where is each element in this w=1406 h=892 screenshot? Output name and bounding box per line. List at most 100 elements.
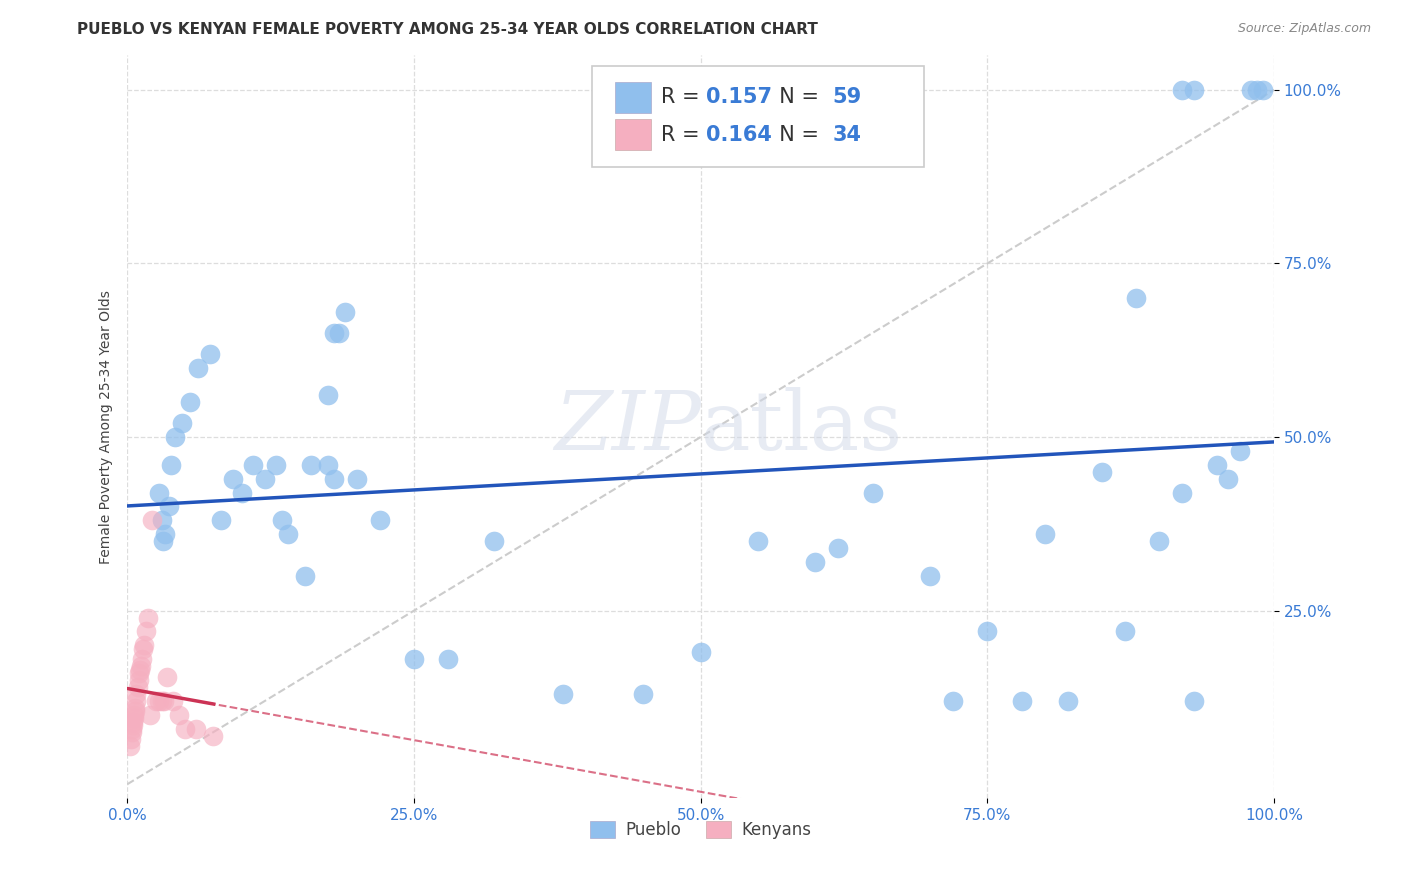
Text: atlas: atlas [700, 386, 903, 467]
Point [346, 472, 368, 486]
Point [122, 711, 145, 725]
Text: Source: ZipAtlas.com: Source: ZipAtlas.com [1237, 22, 1371, 36]
Point [202, 729, 225, 743]
Point [148, 694, 170, 708]
Point [322, 472, 344, 486]
Point [804, 555, 827, 569]
Point [1229, 444, 1251, 458]
Point [136, 610, 159, 624]
Point [122, 707, 145, 722]
Point [1240, 83, 1263, 97]
Point [167, 707, 190, 722]
Point [125, 694, 148, 708]
Text: PUEBLO VS KENYAN FEMALE POVERTY AMONG 25-34 YEAR OLDS CORRELATION CHART: PUEBLO VS KENYAN FEMALE POVERTY AMONG 25… [77, 22, 818, 37]
Point [118, 739, 141, 753]
Text: ZIP: ZIP [554, 386, 700, 467]
Point [162, 694, 184, 708]
FancyBboxPatch shape [592, 66, 924, 167]
Point [124, 701, 146, 715]
Point [139, 707, 162, 722]
Point [322, 326, 344, 340]
Point [121, 725, 143, 739]
Text: R =: R = [661, 87, 706, 108]
Point [1056, 694, 1078, 708]
Point [222, 472, 245, 486]
Point [1114, 624, 1136, 639]
Point [1125, 291, 1147, 305]
Point [134, 639, 156, 653]
Point [135, 624, 157, 639]
Point [633, 687, 655, 701]
Text: 0.164: 0.164 [706, 125, 772, 145]
Point [184, 722, 207, 736]
Point [179, 395, 201, 409]
Point [125, 687, 148, 701]
Point [328, 326, 350, 340]
Point [316, 388, 339, 402]
Point [437, 652, 460, 666]
Point [747, 534, 769, 549]
Point [827, 541, 849, 556]
Point [242, 458, 264, 472]
Point [150, 513, 173, 527]
Text: 59: 59 [832, 87, 862, 108]
Point [127, 680, 149, 694]
Text: R =: R = [661, 125, 706, 145]
Point [128, 673, 150, 687]
Point [231, 485, 253, 500]
Point [551, 687, 574, 701]
Point [277, 527, 299, 541]
Point [1091, 465, 1114, 479]
Point [121, 722, 143, 736]
Point [316, 458, 339, 472]
Point [253, 472, 276, 486]
Point [402, 652, 425, 666]
Point [1205, 458, 1227, 472]
Point [484, 534, 506, 549]
Point [918, 569, 941, 583]
Point [1182, 83, 1205, 97]
Point [198, 347, 221, 361]
Point [689, 645, 711, 659]
Point [122, 718, 145, 732]
Point [157, 500, 180, 514]
Point [173, 722, 195, 736]
Text: 0.157: 0.157 [706, 87, 772, 108]
Point [153, 527, 176, 541]
Point [131, 652, 153, 666]
Point [1171, 485, 1194, 500]
Point [152, 534, 174, 549]
Point [1149, 534, 1171, 549]
Text: N =: N = [766, 125, 825, 145]
Point [145, 694, 167, 708]
Point [124, 704, 146, 718]
Point [1251, 83, 1274, 97]
Point [187, 360, 209, 375]
Point [1246, 83, 1268, 97]
Point [862, 485, 884, 500]
Point [120, 732, 142, 747]
Y-axis label: Female Poverty Among 25-34 Year Olds: Female Poverty Among 25-34 Year Olds [100, 290, 114, 564]
Point [294, 569, 316, 583]
Point [148, 485, 170, 500]
Text: N =: N = [766, 87, 825, 108]
Point [122, 714, 145, 729]
Point [132, 641, 155, 656]
Point [271, 513, 294, 527]
Point [128, 666, 150, 681]
Point [153, 694, 176, 708]
Point [150, 694, 173, 708]
Point [128, 663, 150, 677]
Point [129, 659, 152, 673]
FancyBboxPatch shape [614, 82, 651, 113]
Point [1218, 472, 1240, 486]
Point [165, 430, 187, 444]
Point [368, 513, 391, 527]
Text: 34: 34 [832, 125, 862, 145]
Point [1171, 83, 1194, 97]
Point [942, 694, 965, 708]
Legend: Pueblo, Kenyans: Pueblo, Kenyans [583, 814, 818, 846]
Point [172, 416, 194, 430]
Point [333, 305, 356, 319]
Point [141, 513, 163, 527]
